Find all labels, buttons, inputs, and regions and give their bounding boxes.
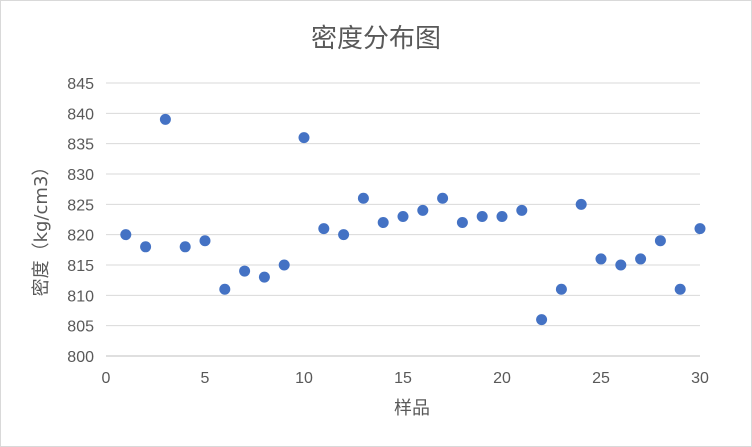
- data-point: [338, 229, 350, 241]
- data-point: [575, 198, 587, 210]
- data-point: [417, 204, 429, 216]
- chart-title: 密度分布图: [311, 24, 441, 54]
- data-point: [694, 223, 706, 235]
- data-point: [456, 217, 468, 229]
- data-point: [298, 132, 310, 144]
- data-point: [258, 271, 270, 283]
- data-point: [536, 314, 548, 326]
- data-point: [635, 253, 647, 265]
- data-point: [377, 217, 389, 229]
- y-tick-label: 825: [67, 197, 94, 214]
- x-tick-label: 5: [201, 370, 210, 387]
- data-point: [516, 204, 528, 216]
- data-point: [219, 283, 231, 295]
- y-tick-label: 800: [67, 349, 94, 366]
- y-tick-label: 840: [67, 106, 94, 123]
- y-tick-label: 805: [67, 319, 94, 336]
- x-tick-label: 20: [493, 370, 511, 387]
- y-tick-label: 810: [67, 288, 94, 305]
- y-tick-label: 830: [67, 167, 94, 184]
- data-point: [496, 210, 508, 222]
- gridlines: [106, 82, 700, 327]
- x-tick-label: 25: [592, 370, 610, 387]
- x-tick-label: 10: [295, 370, 313, 387]
- data-point: [278, 259, 290, 271]
- data-point: [199, 235, 211, 247]
- x-tick-label: 30: [691, 370, 709, 387]
- y-tick-label: 820: [67, 228, 94, 245]
- data-point: [397, 210, 409, 222]
- data-point: [179, 241, 191, 253]
- data-point: [674, 283, 686, 295]
- y-tick-label: 815: [67, 258, 94, 275]
- tick-labels: 800 805 810 815 820 825 830 835 840 845 0 5 10 15 20 25…: [67, 76, 709, 387]
- data-point: [555, 283, 567, 295]
- data-point: [615, 259, 627, 271]
- data-point: [654, 235, 666, 247]
- data-point: [239, 265, 251, 277]
- data-point: [437, 192, 449, 204]
- x-axis-label: 样品: [394, 398, 430, 419]
- data-point: [357, 192, 369, 204]
- data-point: [476, 210, 488, 222]
- y-axis-label: 密度（kg/cm3）: [31, 158, 52, 297]
- x-tick-label: 0: [102, 370, 111, 387]
- data-point: [120, 229, 132, 241]
- data-point: [159, 113, 171, 125]
- data-point: [318, 223, 330, 235]
- data-point: [140, 241, 152, 253]
- x-tick-label: 15: [394, 370, 412, 387]
- data-point: [595, 253, 607, 265]
- y-tick-label: 835: [67, 137, 94, 154]
- y-tick-label: 845: [67, 76, 94, 93]
- data-points: [120, 113, 706, 326]
